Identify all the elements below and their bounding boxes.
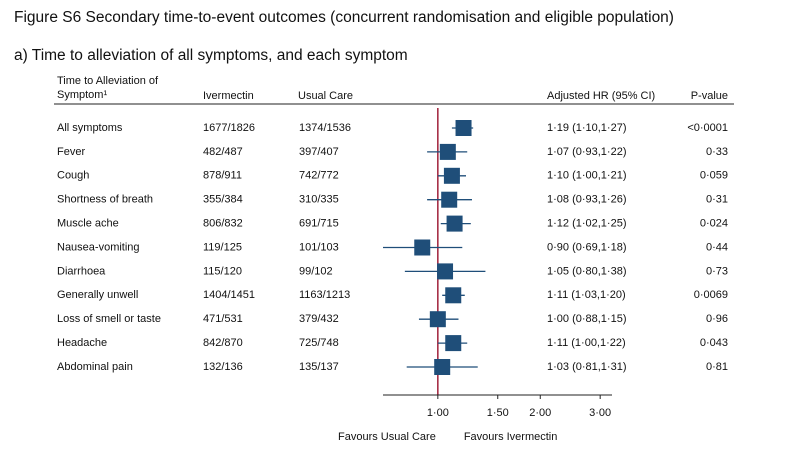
column-header: Adjusted HR (95% CI) <box>547 90 655 102</box>
hr-label: 1·00 (0·88,1·15) <box>547 313 627 325</box>
p-value: 0·043 <box>700 337 728 349</box>
hr-label: 1·10 (1·00,1·21) <box>547 170 627 182</box>
hr-label: 1·03 (0·81,1·31) <box>547 361 627 373</box>
hr-label: 0·90 (0·69,1·18) <box>547 241 627 253</box>
row-label: Fever <box>57 146 85 158</box>
hr-label: 1·08 (0·93,1·26) <box>547 194 627 206</box>
estimate-box <box>441 191 458 208</box>
hr-label: 1·11 (1·00,1·22) <box>547 337 626 349</box>
row-label: All symptoms <box>57 122 123 134</box>
usual-care-count: 379/432 <box>299 313 339 325</box>
hr-label: 1·19 (1·10,1·27) <box>547 122 627 134</box>
p-value: 0·96 <box>706 313 728 325</box>
x-tick-label: 1·50 <box>487 407 509 419</box>
column-header: Usual Care <box>298 90 353 102</box>
estimate-box <box>414 239 431 256</box>
estimate-box <box>439 143 456 160</box>
ivermectin-count: 482/487 <box>203 146 243 158</box>
x-axis-label: Favours Ivermectin <box>464 431 558 443</box>
ivermectin-count: 355/384 <box>203 194 243 206</box>
estimate-box <box>446 215 463 232</box>
usual-care-count: 135/137 <box>299 361 339 373</box>
ivermectin-count: 1677/1826 <box>203 122 255 134</box>
estimate-box <box>434 359 451 375</box>
row-label: Diarrhoea <box>57 265 106 277</box>
ivermectin-count: 119/125 <box>203 241 242 253</box>
row-label: Muscle ache <box>57 218 119 230</box>
p-value: 0·059 <box>700 170 728 182</box>
x-axis-label: Favours Usual Care <box>338 431 436 443</box>
p-value: 0·81 <box>706 361 728 373</box>
x-tick-label: 3·00 <box>589 407 611 419</box>
hr-label: 1·11 (1·03,1·20) <box>547 289 626 301</box>
ivermectin-count: 806/832 <box>203 218 243 230</box>
x-tick-label: 2·00 <box>529 407 551 419</box>
column-header: Time to Alleviation of Symptom¹ <box>57 75 159 101</box>
p-value: 0·33 <box>706 146 728 158</box>
row-label: Loss of smell or taste <box>57 313 161 325</box>
ivermectin-count: 878/911 <box>203 170 242 182</box>
row-label: Nausea-vomiting <box>57 241 140 253</box>
ivermectin-count: 842/870 <box>203 337 243 349</box>
usual-care-count: 742/772 <box>299 170 339 182</box>
chart-subtitle: a) Time to alleviation of all symptoms, … <box>14 47 408 64</box>
usual-care-count: 691/715 <box>299 218 339 230</box>
p-value: 0·44 <box>706 241 728 253</box>
row-label: Shortness of breath <box>57 194 153 206</box>
estimate-box <box>455 120 472 136</box>
p-value: 0·73 <box>706 265 728 277</box>
row-label: Headache <box>57 337 107 349</box>
estimate-box <box>443 167 460 184</box>
column-header: Ivermectin <box>203 90 254 102</box>
ivermectin-count: 115/120 <box>203 265 242 277</box>
usual-care-count: 99/102 <box>299 265 333 277</box>
estimate-box <box>445 335 462 352</box>
usual-care-count: 1163/1213 <box>299 289 350 301</box>
row-label: Cough <box>57 170 89 182</box>
row-label: Abdominal pain <box>57 361 133 373</box>
usual-care-count: 397/407 <box>299 146 339 158</box>
estimate-box <box>445 287 462 304</box>
ivermectin-count: 1404/1451 <box>203 289 255 301</box>
row-label: Generally unwell <box>57 289 138 301</box>
usual-care-count: 310/335 <box>299 194 339 206</box>
usual-care-count: 725/748 <box>299 337 339 349</box>
estimate-box <box>437 263 454 280</box>
x-tick-label: 1·00 <box>427 407 449 419</box>
p-value: 0·31 <box>706 194 728 206</box>
hr-label: 1·07 (0·93,1·22) <box>547 146 627 158</box>
p-value: 0·024 <box>700 218 728 230</box>
usual-care-count: 1374/1536 <box>299 122 351 134</box>
column-header: P-value <box>691 90 728 102</box>
ivermectin-count: 132/136 <box>203 361 243 373</box>
estimate-box <box>429 311 446 328</box>
ivermectin-count: 471/531 <box>203 313 243 325</box>
chart-title: Figure S6 Secondary time-to-event outcom… <box>14 9 674 26</box>
p-value: 0·0069 <box>694 289 728 301</box>
hr-label: 1·12 (1·02,1·25) <box>547 218 627 230</box>
hr-label: 1·05 (0·80,1·38) <box>547 265 627 277</box>
usual-care-count: 101/103 <box>299 241 339 253</box>
p-value: <0·0001 <box>687 122 728 134</box>
